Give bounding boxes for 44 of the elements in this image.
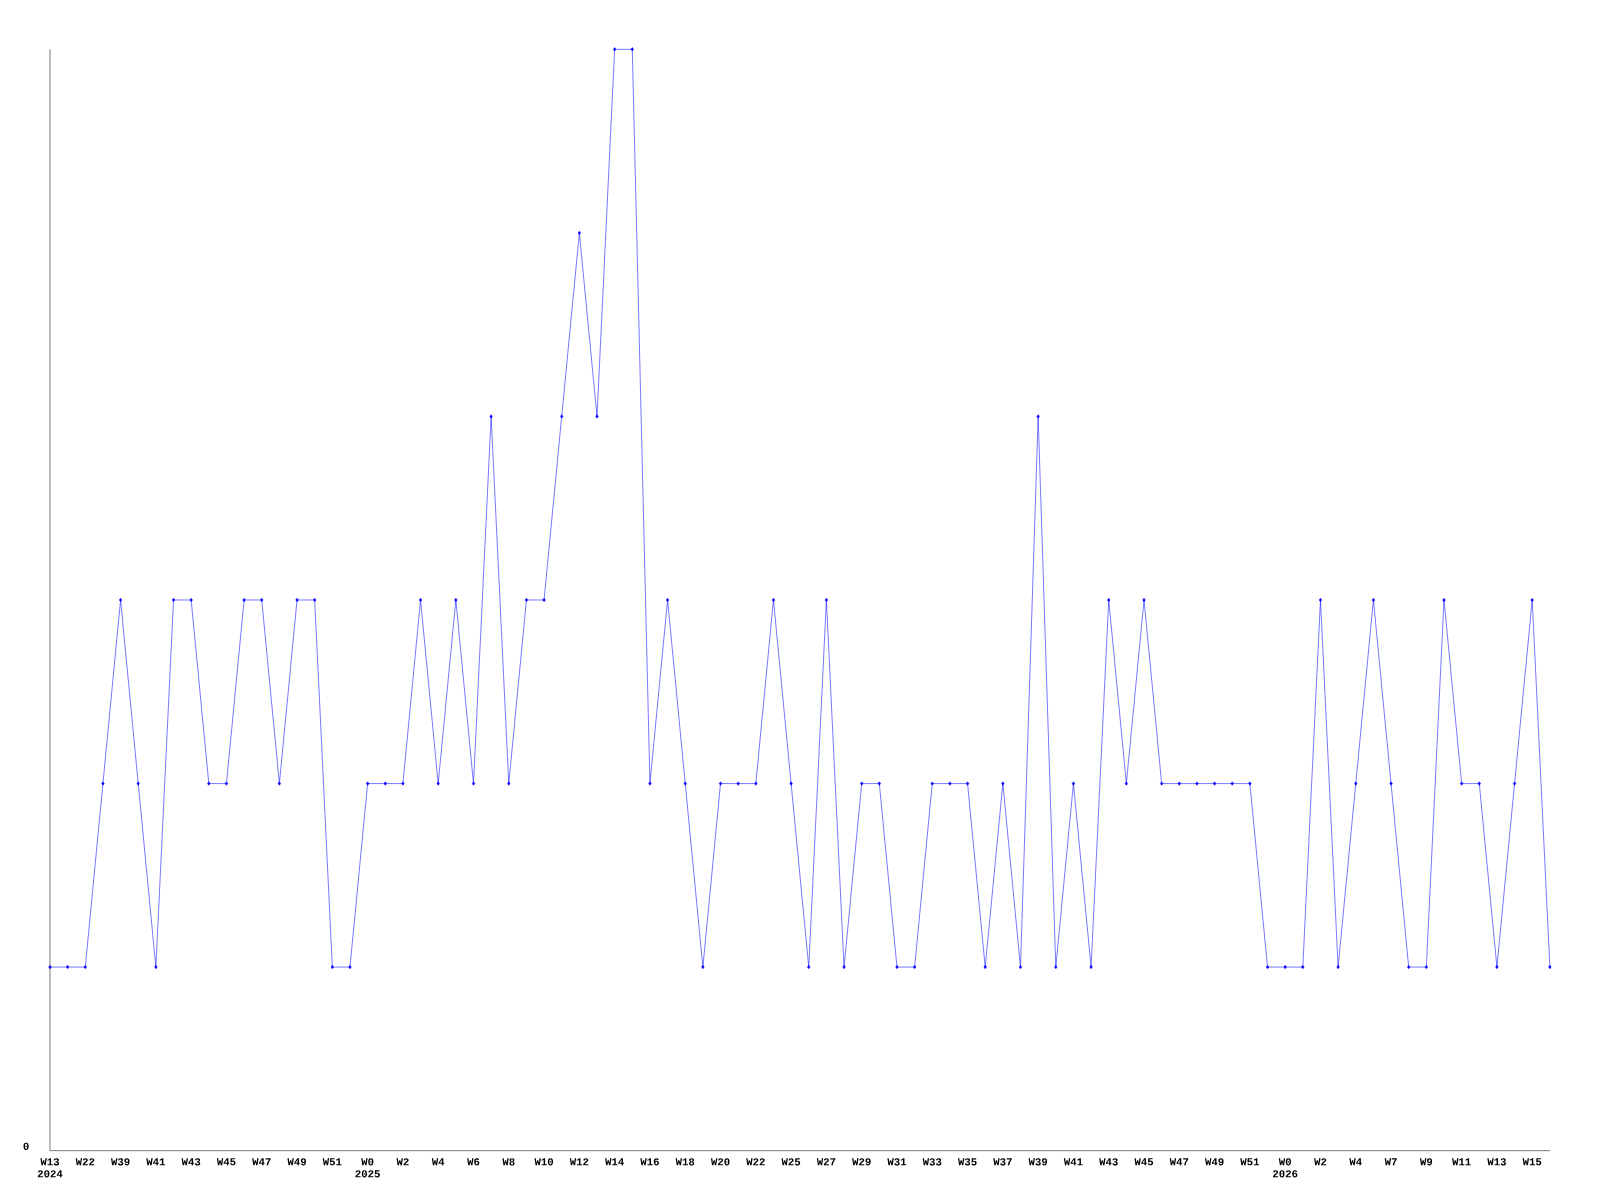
x-tick-label: W39 — [110, 1158, 130, 1166]
x-tick-label: W33 — [922, 1158, 942, 1166]
x-tick-label: W8 — [502, 1158, 515, 1166]
x-tick-label: W22 — [746, 1158, 765, 1166]
x-tick-label: W18 — [675, 1158, 695, 1166]
x-tick-label: W51 — [322, 1158, 342, 1166]
x-tick-label: W41 — [1063, 1158, 1083, 1166]
x-tick-label: W15 — [1522, 1158, 1542, 1166]
x-tick-label: W49 — [287, 1158, 306, 1166]
x-tick-label: W2 — [1314, 1158, 1327, 1166]
x-tick-label: W4 — [431, 1158, 445, 1166]
x-tick-label: W41 — [146, 1158, 166, 1166]
x-tick-label: W11 — [1452, 1158, 1471, 1166]
x-tick-label: W47 — [1169, 1158, 1189, 1166]
x-tick-label: W39 — [1028, 1158, 1048, 1166]
x-tick-label: W20 — [710, 1158, 730, 1166]
x-tick-label: W16 — [640, 1158, 659, 1166]
x-tick-label: W7 — [1384, 1158, 1397, 1166]
x-tick-label: W35 — [957, 1158, 977, 1166]
x-tick-label: W10 — [534, 1158, 554, 1166]
x-tick-label: W0 2025 — [355, 1158, 380, 1178]
x-tick-label: W43 — [1099, 1158, 1118, 1166]
x-tick-label: W45 — [1134, 1158, 1154, 1166]
x-tick-label: W29 — [852, 1158, 871, 1166]
x-tick-label: W47 — [252, 1158, 271, 1166]
x-tick-label: W13 — [1487, 1158, 1506, 1166]
x-tick-label: W14 — [605, 1158, 624, 1166]
x-tick-label: W0 2026 — [1273, 1158, 1298, 1178]
x-tick-label: W9 — [1419, 1158, 1433, 1166]
x-tick-label: W43 — [181, 1158, 201, 1166]
x-tick-label: W4 — [1349, 1158, 1362, 1166]
x-tick-label: W49 — [1205, 1158, 1224, 1166]
x-tick-label: W2 — [396, 1158, 409, 1166]
x-tick-label: W51 — [1240, 1158, 1260, 1166]
text: 0 — [23, 1142, 29, 1150]
x-tick-label: W12 — [569, 1158, 589, 1166]
x-tick-label: W45 — [216, 1158, 236, 1166]
x-tick-label: W31 — [887, 1158, 907, 1166]
x-tick-label: W6 — [467, 1158, 480, 1166]
x-tick-label: W37 — [993, 1158, 1012, 1166]
x-tick-label: W22 — [75, 1158, 95, 1166]
x-tick-label: W27 — [816, 1158, 836, 1166]
x-tick-label: W13 2024 — [37, 1158, 63, 1178]
x-tick-label: W25 — [781, 1158, 801, 1166]
